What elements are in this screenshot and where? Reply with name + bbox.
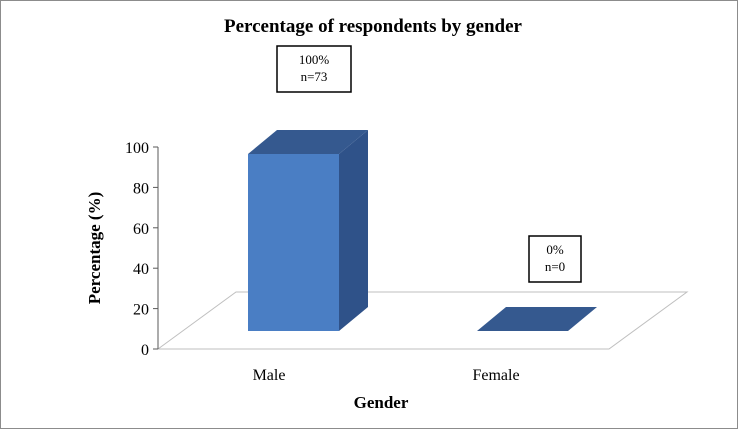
y-tick-label: 0: [141, 342, 149, 359]
data-label-percent: 0%: [546, 242, 564, 257]
y-axis-ticks: 0 20 40 60 80 100: [125, 140, 158, 359]
bar-female: [477, 307, 597, 331]
bar-front: [248, 154, 339, 331]
y-axis-title: Percentage (%): [85, 192, 104, 305]
x-axis-title: Gender: [354, 393, 409, 412]
bars: [248, 130, 597, 331]
data-label-female: 0%n=0: [528, 235, 582, 283]
y-tick-label: 20: [133, 302, 149, 319]
bar-side: [339, 130, 368, 331]
data-label-percent: 100%: [299, 52, 330, 67]
x-tick-label: Female: [472, 367, 519, 384]
chart-floor: [156, 291, 689, 350]
y-tick-label: 60: [133, 221, 149, 238]
data-labels: 100%n=730%n=0: [276, 45, 582, 283]
y-tick-label: 40: [133, 261, 149, 278]
bar-top: [248, 130, 368, 154]
data-label-count: n=0: [545, 259, 565, 274]
data-label-box: [528, 235, 582, 283]
data-label-box: [276, 45, 352, 93]
x-tick-label: Male: [253, 367, 286, 384]
bar-top: [477, 307, 597, 331]
y-tick-label: 100: [125, 140, 149, 157]
bar-male: [248, 130, 368, 331]
category-labels: Male Female: [253, 367, 520, 384]
data-label-count: n=73: [301, 69, 328, 84]
data-label-male: 100% n=73: [276, 45, 352, 93]
chart-title: Percentage of respondents by gender: [224, 16, 523, 37]
y-tick-label: 80: [133, 180, 149, 197]
